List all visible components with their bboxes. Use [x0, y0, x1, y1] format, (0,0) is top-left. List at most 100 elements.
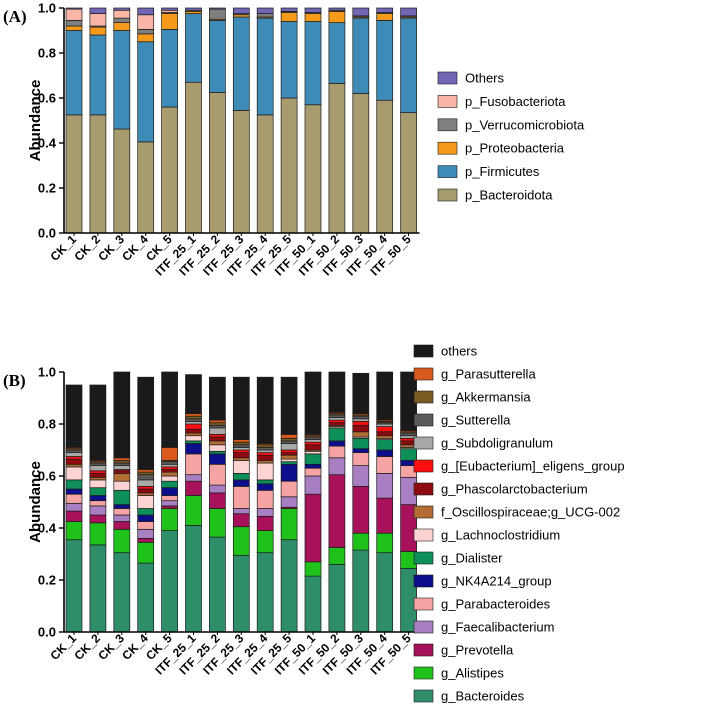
- bar-segment-g-faecalibacterium-ck-2: [89, 505, 107, 516]
- bar-segment-g-dialister-itf-25-5: [280, 461, 298, 465]
- bar-segment-g-sutterella-itf-25-2: [209, 424, 226, 429]
- y-tick-label: 0.4: [38, 521, 57, 536]
- bar-segment-g-akkermansia-ck-4: [137, 471, 155, 476]
- bar-segment-p-bacteroidota-ck-3: [113, 128, 131, 234]
- legend-label-g-faecalibacterium: g_Faecalibacterium: [441, 620, 554, 635]
- y-tick-label: 0.8: [38, 417, 56, 432]
- legend-swatch-p-bacteroidota: [437, 188, 458, 202]
- bar-segment-others-itf-50-1: [304, 371, 322, 435]
- bar-segment-g-parabacteroides-ck-2: [89, 500, 107, 507]
- bar-segment-p-fusobacteriota-ck-1: [65, 8, 83, 21]
- bar-segment-g-faecalibacterium-ck-1: [65, 502, 83, 512]
- bar-segment-g-subdoligranulum-ck-5: [161, 463, 178, 468]
- bar-segment-g-phascolarctobacterium-itf-25-4: [256, 454, 274, 461]
- legend-label-g-bacteroides: g_Bacteroides: [441, 689, 525, 704]
- bar-segment-p-firmicutes-itf-25-3: [232, 16, 250, 111]
- bar-segment-g-akkermansia-itf-25-1: [185, 415, 202, 420]
- bar-segment-g-phascolarctobacterium-itf-25-3: [232, 452, 250, 459]
- bar-segment-g-dialister-ck-5: [161, 480, 178, 489]
- bar-segment-g-parabacteroides-itf-50-3: [352, 452, 370, 466]
- bar-segment-g-nk4a214-group-itf-25-1: [185, 443, 202, 455]
- y-axis-title: Abundance: [27, 80, 44, 162]
- bar-segment-p-bacteroidota-itf-50-1: [304, 104, 322, 234]
- bar-segment-g-parabacteroides-itf-50-4: [376, 456, 394, 474]
- bar-segment-g-prevotella-itf-50-4: [376, 497, 394, 534]
- bar-segment-g-phascolarctobacterium-itf-50-1: [304, 444, 322, 451]
- bar-segment-g-alistipes-itf-25-5: [280, 508, 298, 541]
- bar-segment-g-faecalibacterium-itf-50-3: [352, 465, 370, 487]
- bar-segment-others-itf-50-4: [376, 7, 394, 13]
- bar-segment-others-itf-50-2: [328, 7, 346, 11]
- bar-segment-g-sutterella-ck-3: [113, 462, 131, 466]
- x-tick-label-ck-4: CK_4: [119, 631, 151, 663]
- bar-segment-p-proteobacteria-ck-5: [161, 13, 178, 30]
- bar-segment-p-firmicutes-itf-50-3: [352, 17, 370, 94]
- bar-segment-p-firmicutes-ck-3: [113, 30, 131, 130]
- bar-segment-g-subdoligranulum-ck-2: [89, 465, 107, 472]
- y-tick-label: 0.0: [38, 226, 56, 241]
- bar-segment-g-nk4a214-group-itf-25-2: [209, 453, 226, 465]
- bar-segment-g-lachnoclostridium-ck-3: [113, 480, 131, 491]
- legend-label-g-prevotella: g_Prevotella: [441, 643, 514, 658]
- bar-segment-p-fusobacteriota-ck-4: [137, 14, 155, 30]
- bar-segment-g-bacteroides-itf-25-4: [256, 552, 274, 633]
- bar-segment-others-ck-5: [161, 371, 178, 448]
- bar-segment-p-firmicutes-itf-50-1: [304, 21, 322, 106]
- bar-segment-others-ck-4: [137, 376, 155, 470]
- bar-segment-g-subdoligranulum-itf-25-3: [232, 447, 250, 451]
- y-tick-label: 0.0: [38, 625, 56, 640]
- bar-segment-g-bacteroides-ck-5: [161, 530, 178, 633]
- bar-segment-f-oscillospiraceae-g-ucg-002-itf-25-5: [280, 454, 298, 460]
- bar-segment-g-sutterella-itf-50-5: [400, 432, 417, 437]
- bar-segment-others-itf-25-4: [256, 7, 274, 14]
- y-tick-label: 0.2: [38, 181, 56, 196]
- bar-segment-p-firmicutes-itf-25-5: [280, 21, 298, 99]
- bar-segment-others-itf-50-4: [376, 371, 394, 421]
- bar-segment-others-itf-50-3: [352, 7, 370, 17]
- legend-swatch-p-fusobacteriota: [437, 95, 458, 108]
- bar-segment-g-phascolarctobacterium-ck-1: [65, 458, 83, 465]
- bar-segment-g-dialister-ck-1: [65, 479, 83, 490]
- bar-segment-g-subdoligranulum-itf-50-2: [328, 417, 346, 421]
- bar-segment-g-lachnoclostridium-itf-25-1: [185, 435, 202, 442]
- legend-swatch-g-faecalibacterium: [413, 620, 434, 634]
- legend-swatch-g-sutterella: [413, 413, 434, 427]
- bar-segment-g-dialister-itf-50-5: [400, 448, 417, 461]
- bar-segment-g-alistipes-itf-50-1: [304, 561, 322, 577]
- bar-segment-p-firmicutes-itf-50-2: [328, 22, 346, 84]
- bar-segment-g-nk4a214-group-ck-2: [89, 495, 107, 502]
- bar-segment-others-ck-2: [89, 384, 107, 461]
- bar-segment-g-lachnoclostridium-itf-50-1: [304, 450, 322, 455]
- bar-segment-g-parasutterella-ck-3: [113, 457, 131, 461]
- bar-segment-g-sutterella-itf-50-2: [328, 414, 346, 418]
- bar-segment-g-phascolarctobacterium-itf-25-5: [280, 452, 298, 456]
- bar-segment-g-faecalibacterium-itf-50-2: [328, 457, 346, 476]
- bar-segment-others-itf-50-1: [304, 7, 322, 13]
- bar-segment-others-itf-50-2: [328, 371, 346, 413]
- bar-segment-g-subdoligranulum-itf-25-4: [256, 449, 274, 453]
- bar-segment-others-ck-1: [65, 7, 83, 10]
- bar-segment-others-itf-25-5: [280, 376, 298, 435]
- legend-swatch-g-parasutterella: [413, 367, 434, 381]
- legend-label-p-firmicutes: p_Firmicutes: [465, 164, 540, 179]
- legend-label-g-parabacteroides: g_Parabacteroides: [441, 597, 551, 612]
- bar-segment-others-itf-25-1: [185, 7, 202, 11]
- bar-segment-g-parasutterella-ck-4: [137, 469, 155, 473]
- bar-segment-p-proteobacteria-ck-2: [89, 26, 107, 36]
- bar-segment-g-prevotella-ck-2: [89, 514, 107, 524]
- bar-segment-g-eubacterium-eligens-group-itf-25-5: [280, 449, 298, 453]
- bar-segment-g-faecalibacterium-ck-3: [113, 514, 131, 522]
- bar-segment-g-parasutterella-itf-25-1: [185, 413, 202, 417]
- bar-segment-g-dialister-itf-25-2: [209, 450, 226, 455]
- legend: others g_Parasutterella g_Akkermansia g_Sut…: [413, 344, 625, 704]
- bar-segment-g-prevotella-itf-25-4: [256, 515, 274, 531]
- bar-segment-g-lachnoclostridium-itf-25-3: [232, 460, 250, 474]
- bar-segment-g-sutterella-itf-25-5: [280, 440, 298, 444]
- bar-segment-g-phascolarctobacterium-itf-50-2: [328, 422, 346, 426]
- bar-segment-g-alistipes-itf-25-2: [209, 508, 226, 538]
- bar-segment-p-bacteroidota-ck-4: [137, 141, 155, 234]
- legend-swatch-g-phascolarctobacterium: [413, 482, 434, 496]
- bar-segment-g-dialister-itf-25-4: [256, 479, 274, 485]
- bar-segment-g-lachnoclostridium-ck-1: [65, 466, 83, 481]
